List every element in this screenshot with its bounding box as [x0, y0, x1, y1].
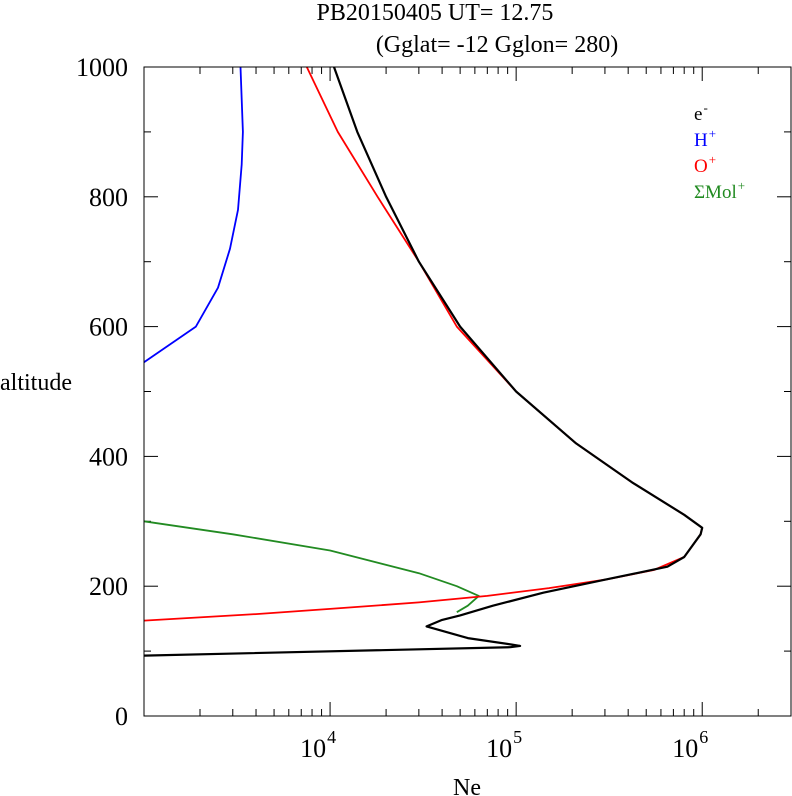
x-tick-label-exponent: 6 [699, 727, 708, 747]
x-tick-label-base: 10 [300, 734, 326, 763]
legend: e -H +O +ΣMol + [694, 100, 745, 203]
chart-title-line2: (Gglat= -12 Gglon= 280) [376, 32, 618, 58]
y-tick-label: 600 [89, 313, 128, 342]
y-tick-label: 1000 [76, 53, 128, 82]
legend-label: H [694, 130, 708, 151]
series-electron [143, 66, 704, 657]
x-tick-label-base: 10 [672, 734, 698, 763]
x-axis-label: Ne [453, 775, 481, 796]
series-o-plus [143, 66, 704, 622]
plot-frame [143, 66, 792, 717]
legend-label-superscript: + [709, 152, 716, 167]
series-h-plus [143, 66, 244, 364]
series-layer [143, 66, 704, 657]
legend-item: O + [694, 152, 716, 177]
legend-item: e- [694, 100, 708, 125]
x-tick-label-exponent: 5 [513, 727, 522, 747]
y-axis-label: altitude [0, 370, 72, 396]
chart-title-line1: PB20150405 UT= 12.75 [317, 0, 554, 26]
x-tick-label: 10 6 [672, 727, 708, 763]
legend-label-superscript: - [703, 100, 707, 115]
series-molecular [143, 520, 480, 613]
x-tick-label: 10 5 [486, 727, 522, 763]
y-tick-label: 200 [89, 572, 128, 601]
legend-item: ΣMol + [694, 178, 745, 203]
y-tick-label: 800 [89, 183, 128, 212]
x-tick-label-base: 10 [486, 734, 512, 763]
y-tick-label: 400 [89, 442, 128, 471]
legend-label: ΣMol [694, 182, 737, 203]
y-tick-label: 0 [115, 702, 128, 731]
legend-label-superscript: + [738, 178, 745, 193]
x-tick-label-exponent: 4 [327, 727, 336, 747]
legend-label: O [694, 156, 708, 177]
x-tick-label: 10 4 [300, 727, 336, 763]
legend-item: H + [694, 126, 716, 151]
legend-label: e [694, 104, 702, 125]
legend-label-superscript: + [709, 126, 716, 141]
